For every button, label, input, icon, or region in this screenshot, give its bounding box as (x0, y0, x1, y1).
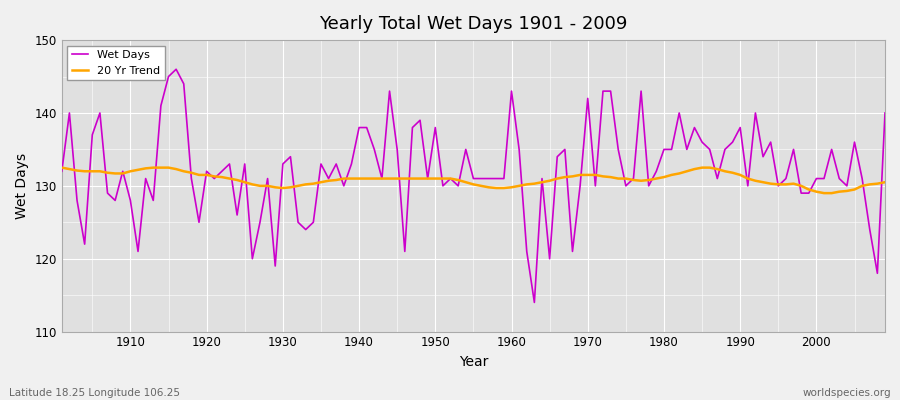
20 Yr Trend (285, 185, 296, 190)
Text: Latitude 18.25 Longitude 106.25: Latitude 18.25 Longitude 106.25 (9, 388, 180, 398)
Line: Wet Days: Wet Days (62, 69, 885, 302)
Wet Days (529, 300, 540, 305)
20 Yr Trend (598, 174, 608, 179)
Wet Days (171, 67, 182, 72)
Wet Days (879, 110, 890, 115)
Legend: Wet Days, 20 Yr Trend: Wet Days, 20 Yr Trend (68, 46, 165, 80)
20 Yr Trend (879, 180, 890, 185)
20 Yr Trend (499, 186, 509, 190)
Title: Yearly Total Wet Days 1901 - 2009: Yearly Total Wet Days 1901 - 2009 (320, 15, 627, 33)
Y-axis label: Wet Days: Wet Days (15, 153, 29, 219)
20 Yr Trend (819, 191, 830, 196)
X-axis label: Year: Year (459, 355, 488, 369)
Wet Days (117, 169, 128, 174)
Wet Days (292, 220, 303, 225)
Text: worldspecies.org: worldspecies.org (803, 388, 891, 398)
20 Yr Trend (506, 185, 517, 190)
Wet Days (506, 89, 517, 94)
Wet Days (338, 184, 349, 188)
Wet Days (514, 147, 525, 152)
Wet Days (57, 169, 68, 174)
20 Yr Trend (57, 165, 68, 170)
Line: 20 Yr Trend: 20 Yr Trend (62, 168, 885, 193)
20 Yr Trend (331, 178, 342, 182)
20 Yr Trend (117, 171, 128, 176)
Wet Days (613, 147, 624, 152)
